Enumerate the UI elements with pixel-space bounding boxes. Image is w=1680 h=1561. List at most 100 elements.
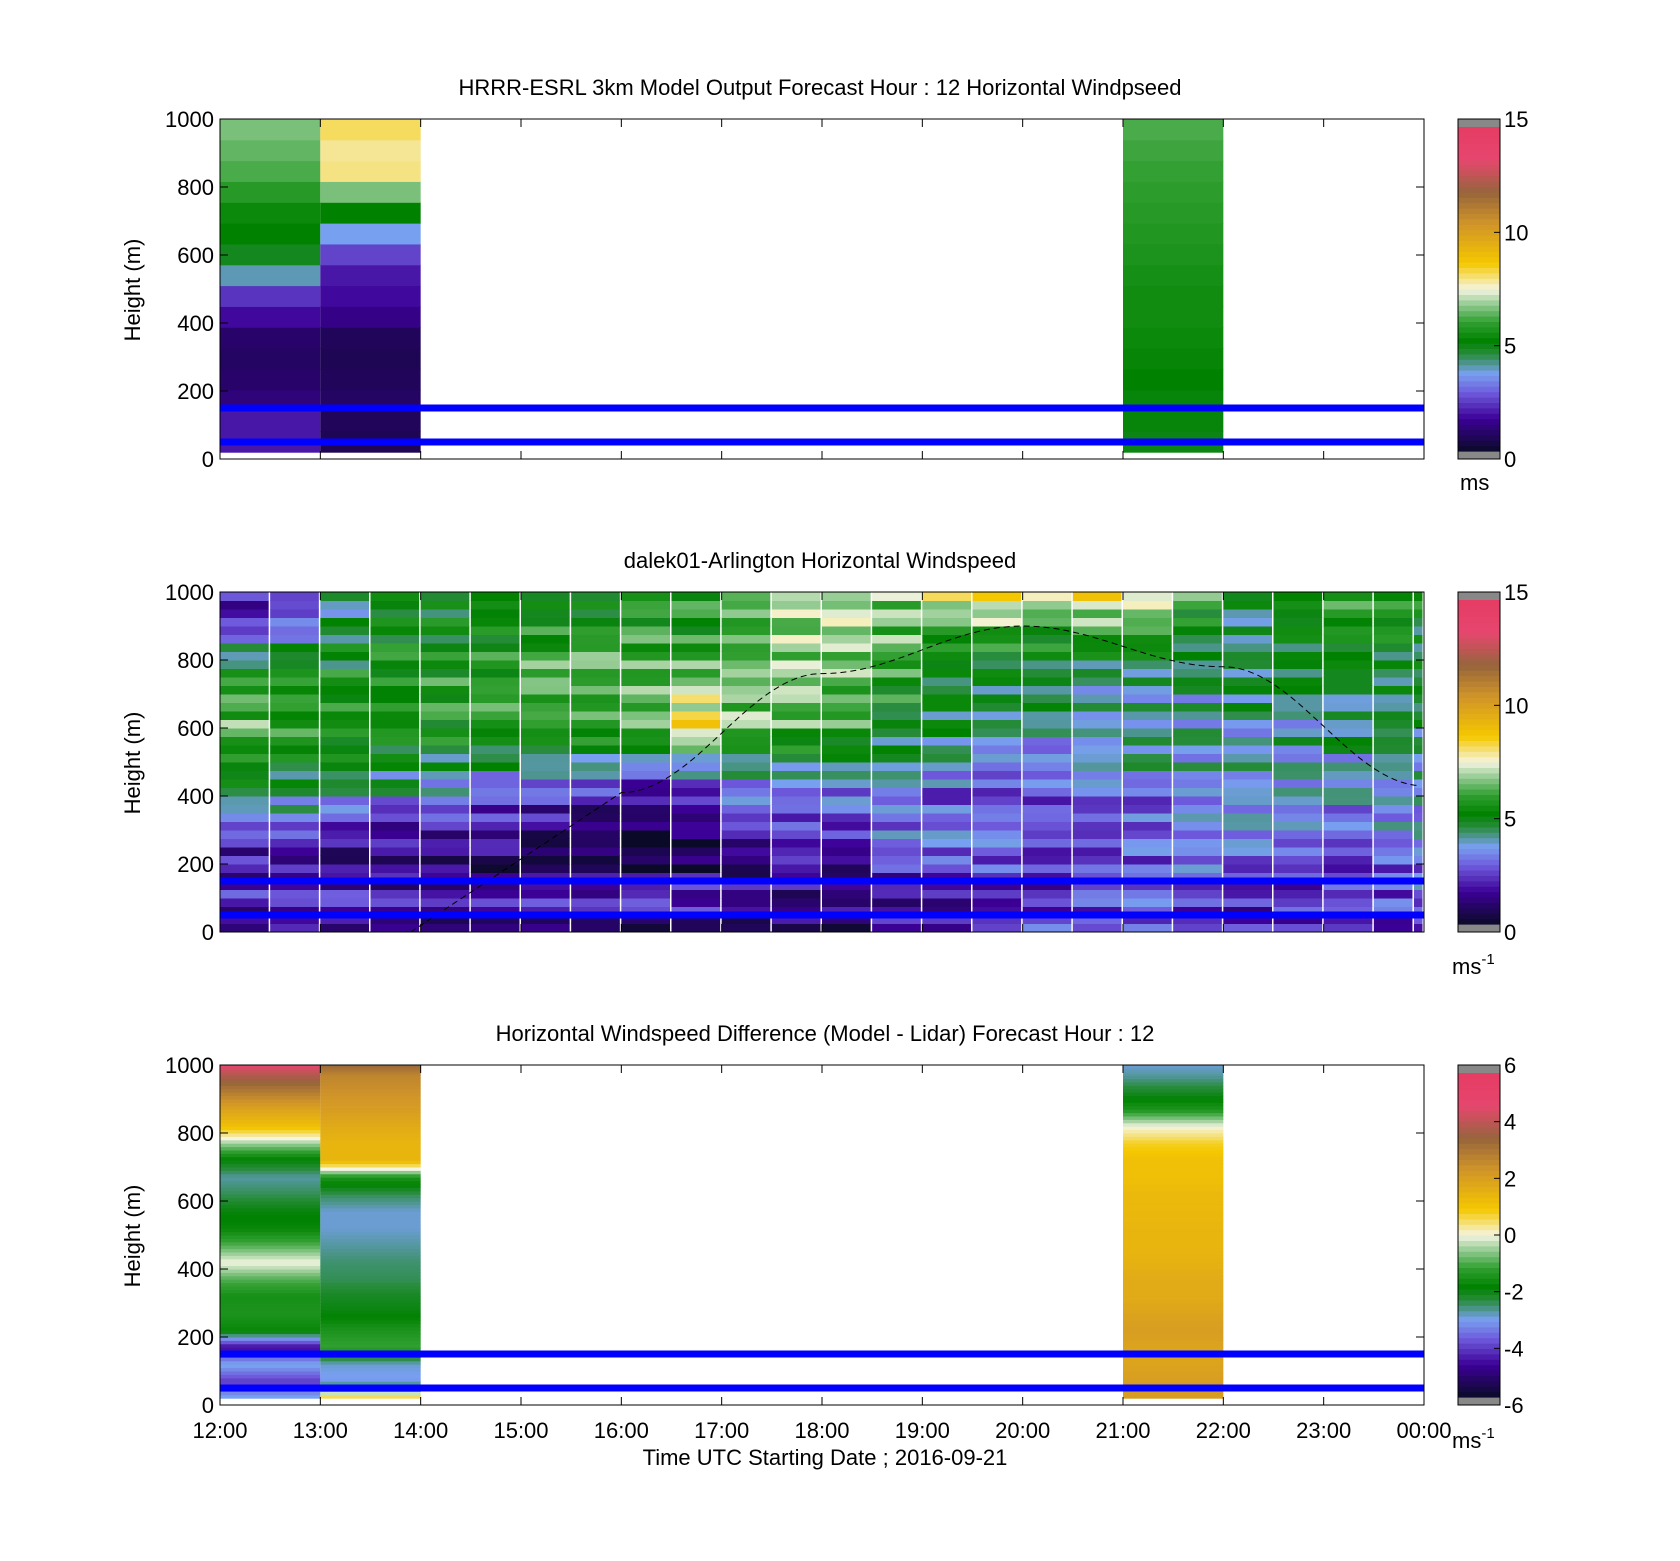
lidar-cell [771, 694, 821, 703]
lidar-cell [1223, 736, 1272, 746]
colorbar-step [1458, 880, 1500, 887]
lidar-cell [922, 838, 971, 848]
difference-cell [220, 1069, 321, 1072]
lidar-cell [872, 796, 921, 805]
lidar-cell [470, 864, 520, 873]
model-cell [320, 348, 421, 370]
panel-model-title: HRRR-ESRL 3km Model Output Forecast Hour… [458, 75, 1181, 100]
model-cell [220, 160, 321, 182]
lidar-cell [220, 855, 269, 865]
lidar-cell [270, 626, 319, 635]
x-tick-labels: 12:00 13:00 14:00 15:00 16:00 17:00 18:00 19:00… [192, 1418, 1451, 1443]
lidar-cell [671, 847, 721, 856]
model-cell [320, 410, 421, 432]
colorbar-step [1458, 794, 1500, 801]
lidar-cell [270, 787, 319, 797]
difference-cell [220, 1221, 321, 1226]
lidar-cell [671, 592, 721, 601]
lidar-cell [621, 915, 670, 924]
lidar-cell [621, 821, 670, 831]
difference-cell [220, 1279, 321, 1284]
colorbar-step [1458, 670, 1500, 677]
lidar-cell [370, 728, 420, 737]
lidar-cell [470, 821, 520, 831]
lidar-cell [1273, 847, 1323, 856]
lidar-cell [1022, 728, 1072, 737]
colorbar-step [1458, 402, 1500, 409]
lidar-cell [521, 702, 570, 712]
x-tick-label: 12:00 [192, 1418, 247, 1443]
lidar-cell [1072, 787, 1122, 797]
lidar-cell [1413, 847, 1423, 856]
y-tick-label: 0 [202, 447, 214, 472]
colorbar-step [1458, 1159, 1500, 1166]
lidar-cell [771, 728, 821, 737]
lidar-cell [721, 617, 771, 627]
lidar-cell [822, 872, 871, 882]
lidar-cell [1072, 617, 1122, 627]
lidar-cell [571, 728, 620, 737]
lidar-cell [1413, 872, 1423, 882]
lidar-cell [1223, 838, 1272, 848]
lidar-cell [621, 609, 670, 618]
lidar-cell [1323, 600, 1373, 610]
lidar-cell [1123, 787, 1172, 797]
difference-cell [320, 1197, 421, 1202]
lidar-cell [1223, 881, 1272, 890]
lidar-cell [771, 770, 821, 780]
lidar-cell [671, 779, 721, 788]
lidar-cell [922, 864, 971, 873]
lidar-cell [721, 702, 771, 712]
lidar-cell [872, 847, 921, 856]
lidar-cell [771, 830, 821, 839]
lidar-cell [1413, 821, 1423, 831]
colorbar-over [1458, 119, 1500, 127]
lidar-cell [872, 923, 921, 933]
difference-cell [220, 1146, 321, 1151]
lidar-cell [972, 745, 1022, 754]
lidar-cell [1123, 600, 1172, 610]
lidar-cell [1373, 923, 1413, 933]
lidar-cell [922, 787, 971, 797]
lidar-cell [721, 915, 771, 924]
lidar-cell [470, 592, 520, 601]
lidar-cell [771, 847, 821, 856]
lidar-cell [872, 753, 921, 763]
model-cell [1123, 202, 1224, 224]
lidar-cell [822, 651, 871, 661]
difference-cell [220, 1071, 321, 1074]
lidar-cell [420, 872, 470, 882]
lidar-cell [1273, 702, 1323, 712]
lidar-cell [721, 626, 771, 635]
lidar-cell [1223, 685, 1272, 695]
lidar-cell [1413, 651, 1423, 661]
colorbar-step [1458, 1294, 1500, 1301]
difference-cell [220, 1197, 321, 1202]
lidar-cell [671, 736, 721, 746]
lidar-cell [822, 609, 871, 618]
panel-model-ylabel: Height (m) [120, 239, 145, 342]
lidar-cell [470, 906, 520, 916]
lidar-cell [420, 634, 470, 644]
lidar-cell [1072, 813, 1122, 822]
lidar-cell [1072, 915, 1122, 924]
difference-cell [1123, 1133, 1224, 1137]
lidar-cell [1223, 855, 1272, 865]
lidar-cell [320, 872, 369, 882]
difference-cell [220, 1275, 321, 1280]
model-cell [220, 181, 321, 203]
lidar-cell [320, 745, 369, 754]
lidar-cell [621, 872, 670, 882]
colorbar-step [1458, 1337, 1500, 1344]
lidar-cell [521, 634, 570, 644]
lidar-cell [1273, 787, 1323, 797]
difference-cell [320, 1252, 421, 1256]
lidar-cell [470, 719, 520, 729]
lidar-cell [1123, 923, 1172, 933]
model-cell [220, 119, 321, 141]
lidar-cell [370, 847, 420, 856]
difference-cell [320, 1163, 421, 1168]
lidar-cell [521, 889, 570, 899]
lidar-cell [1373, 711, 1413, 720]
difference-cell [220, 1067, 321, 1070]
